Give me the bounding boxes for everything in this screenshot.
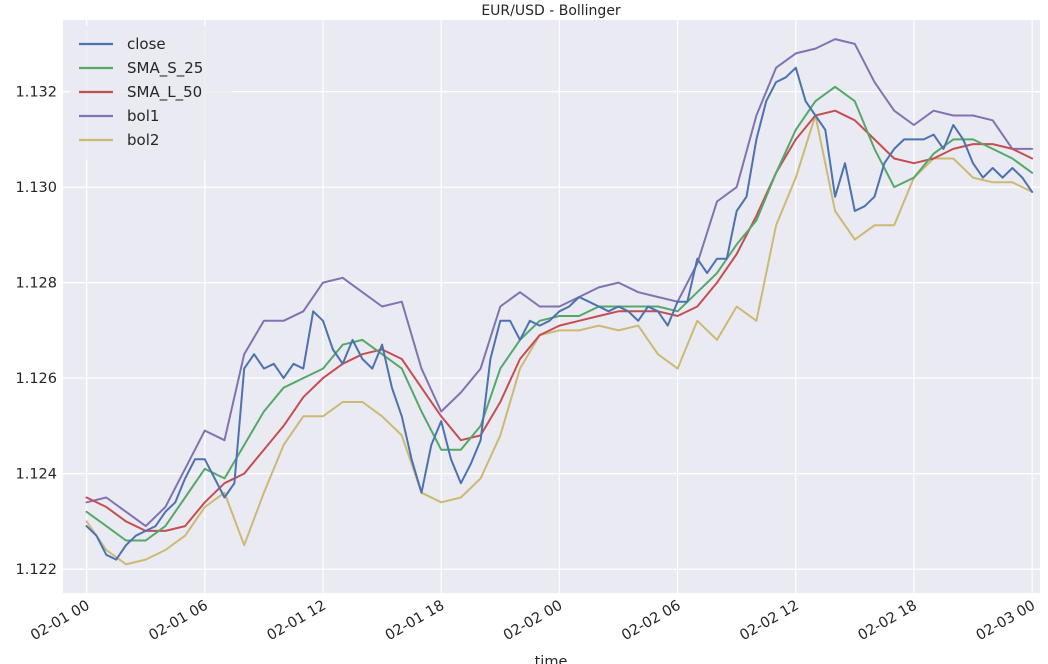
legend-label: bol2 (127, 131, 159, 149)
legend-box (70, 26, 232, 160)
legend: close SMA_S_25 SMA_L_50 bol1 bol2 (70, 26, 232, 160)
series-line-sma-l-50 (85, 109, 1034, 532)
series-line-bol1 (85, 38, 1034, 528)
legend-label: SMA_L_50 (127, 83, 202, 102)
series-line-close (85, 66, 1034, 561)
legend-label: SMA_S_25 (127, 59, 203, 78)
y-tick-label: 1.132 (15, 85, 57, 101)
x-tick-label: 02-01 06 (146, 598, 210, 644)
x-axis-label: time (535, 654, 568, 664)
x-tick-label: 02-03 00 (974, 598, 1038, 644)
y-tick-label: 1.124 (15, 467, 57, 483)
x-tick-label: 02-01 00 (28, 598, 92, 644)
x-tick-label: 02-02 12 (737, 598, 801, 644)
y-tick-label: 1.122 (15, 562, 57, 578)
x-tick-label: 02-02 00 (501, 598, 565, 644)
x-tick-label: 02-02 06 (619, 598, 683, 644)
x-tick-labels: 02-01 00 02-01 06 02-01 12 02-01 18 02-02 00… (28, 598, 1038, 644)
chart-title: EUR/USD - Bollinger (481, 3, 621, 19)
series-line-sma-s-25 (85, 85, 1034, 542)
legend-label: bol1 (127, 107, 159, 125)
y-tick-label: 1.126 (15, 371, 57, 387)
x-tick-label: 02-01 18 (383, 598, 447, 644)
y-tick-labels: 1.122 1.124 1.126 1.128 1.130 1.132 (15, 85, 57, 579)
x-tick-label: 02-01 12 (265, 598, 329, 644)
series-lines (85, 38, 1034, 566)
x-tick-label: 02-02 18 (855, 598, 919, 644)
y-tick-label: 1.128 (15, 276, 57, 292)
series-line-bol2 (85, 114, 1034, 566)
legend-label: close (127, 35, 166, 53)
y-tick-label: 1.130 (15, 180, 57, 196)
